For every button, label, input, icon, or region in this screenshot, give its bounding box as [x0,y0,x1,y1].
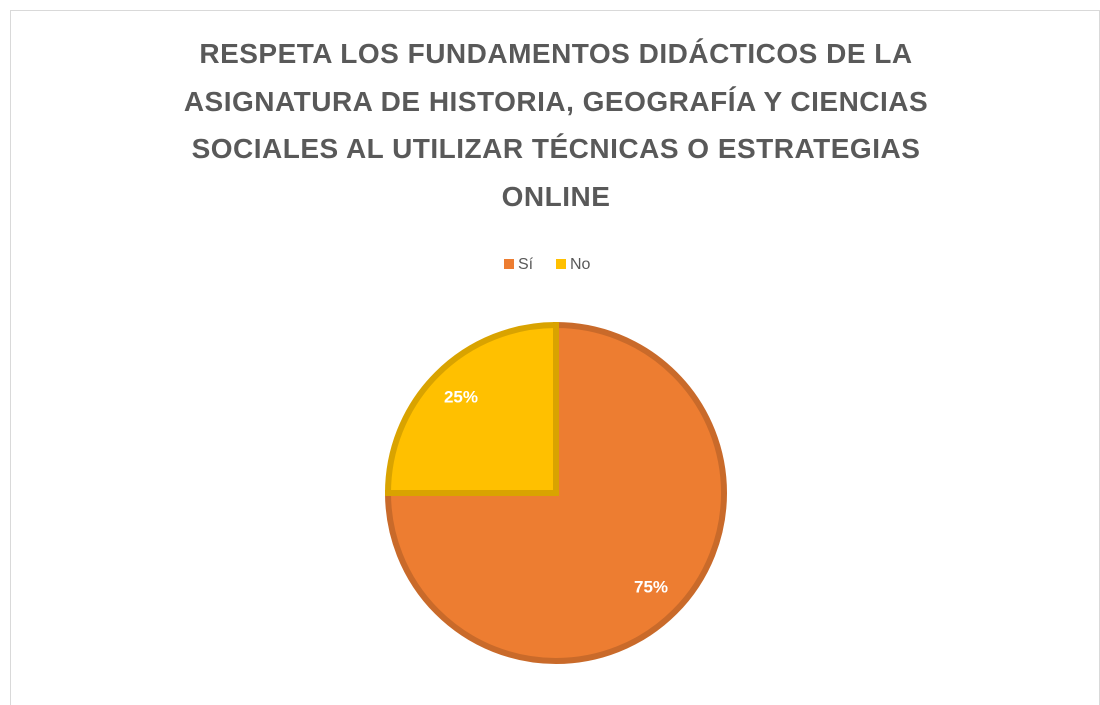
legend-label: Sí [518,256,534,273]
data-label: 25% [444,387,478,406]
pie-slice [384,321,727,664]
chart-title: RESPETA LOS FUNDAMENTOS DIDÁCTICOS DE LA… [183,38,929,212]
pie-slice [384,321,559,496]
legend-label: No [570,256,591,273]
legend-swatch [504,259,514,269]
data-label: 75% [634,578,668,597]
legend-swatch [556,259,566,269]
